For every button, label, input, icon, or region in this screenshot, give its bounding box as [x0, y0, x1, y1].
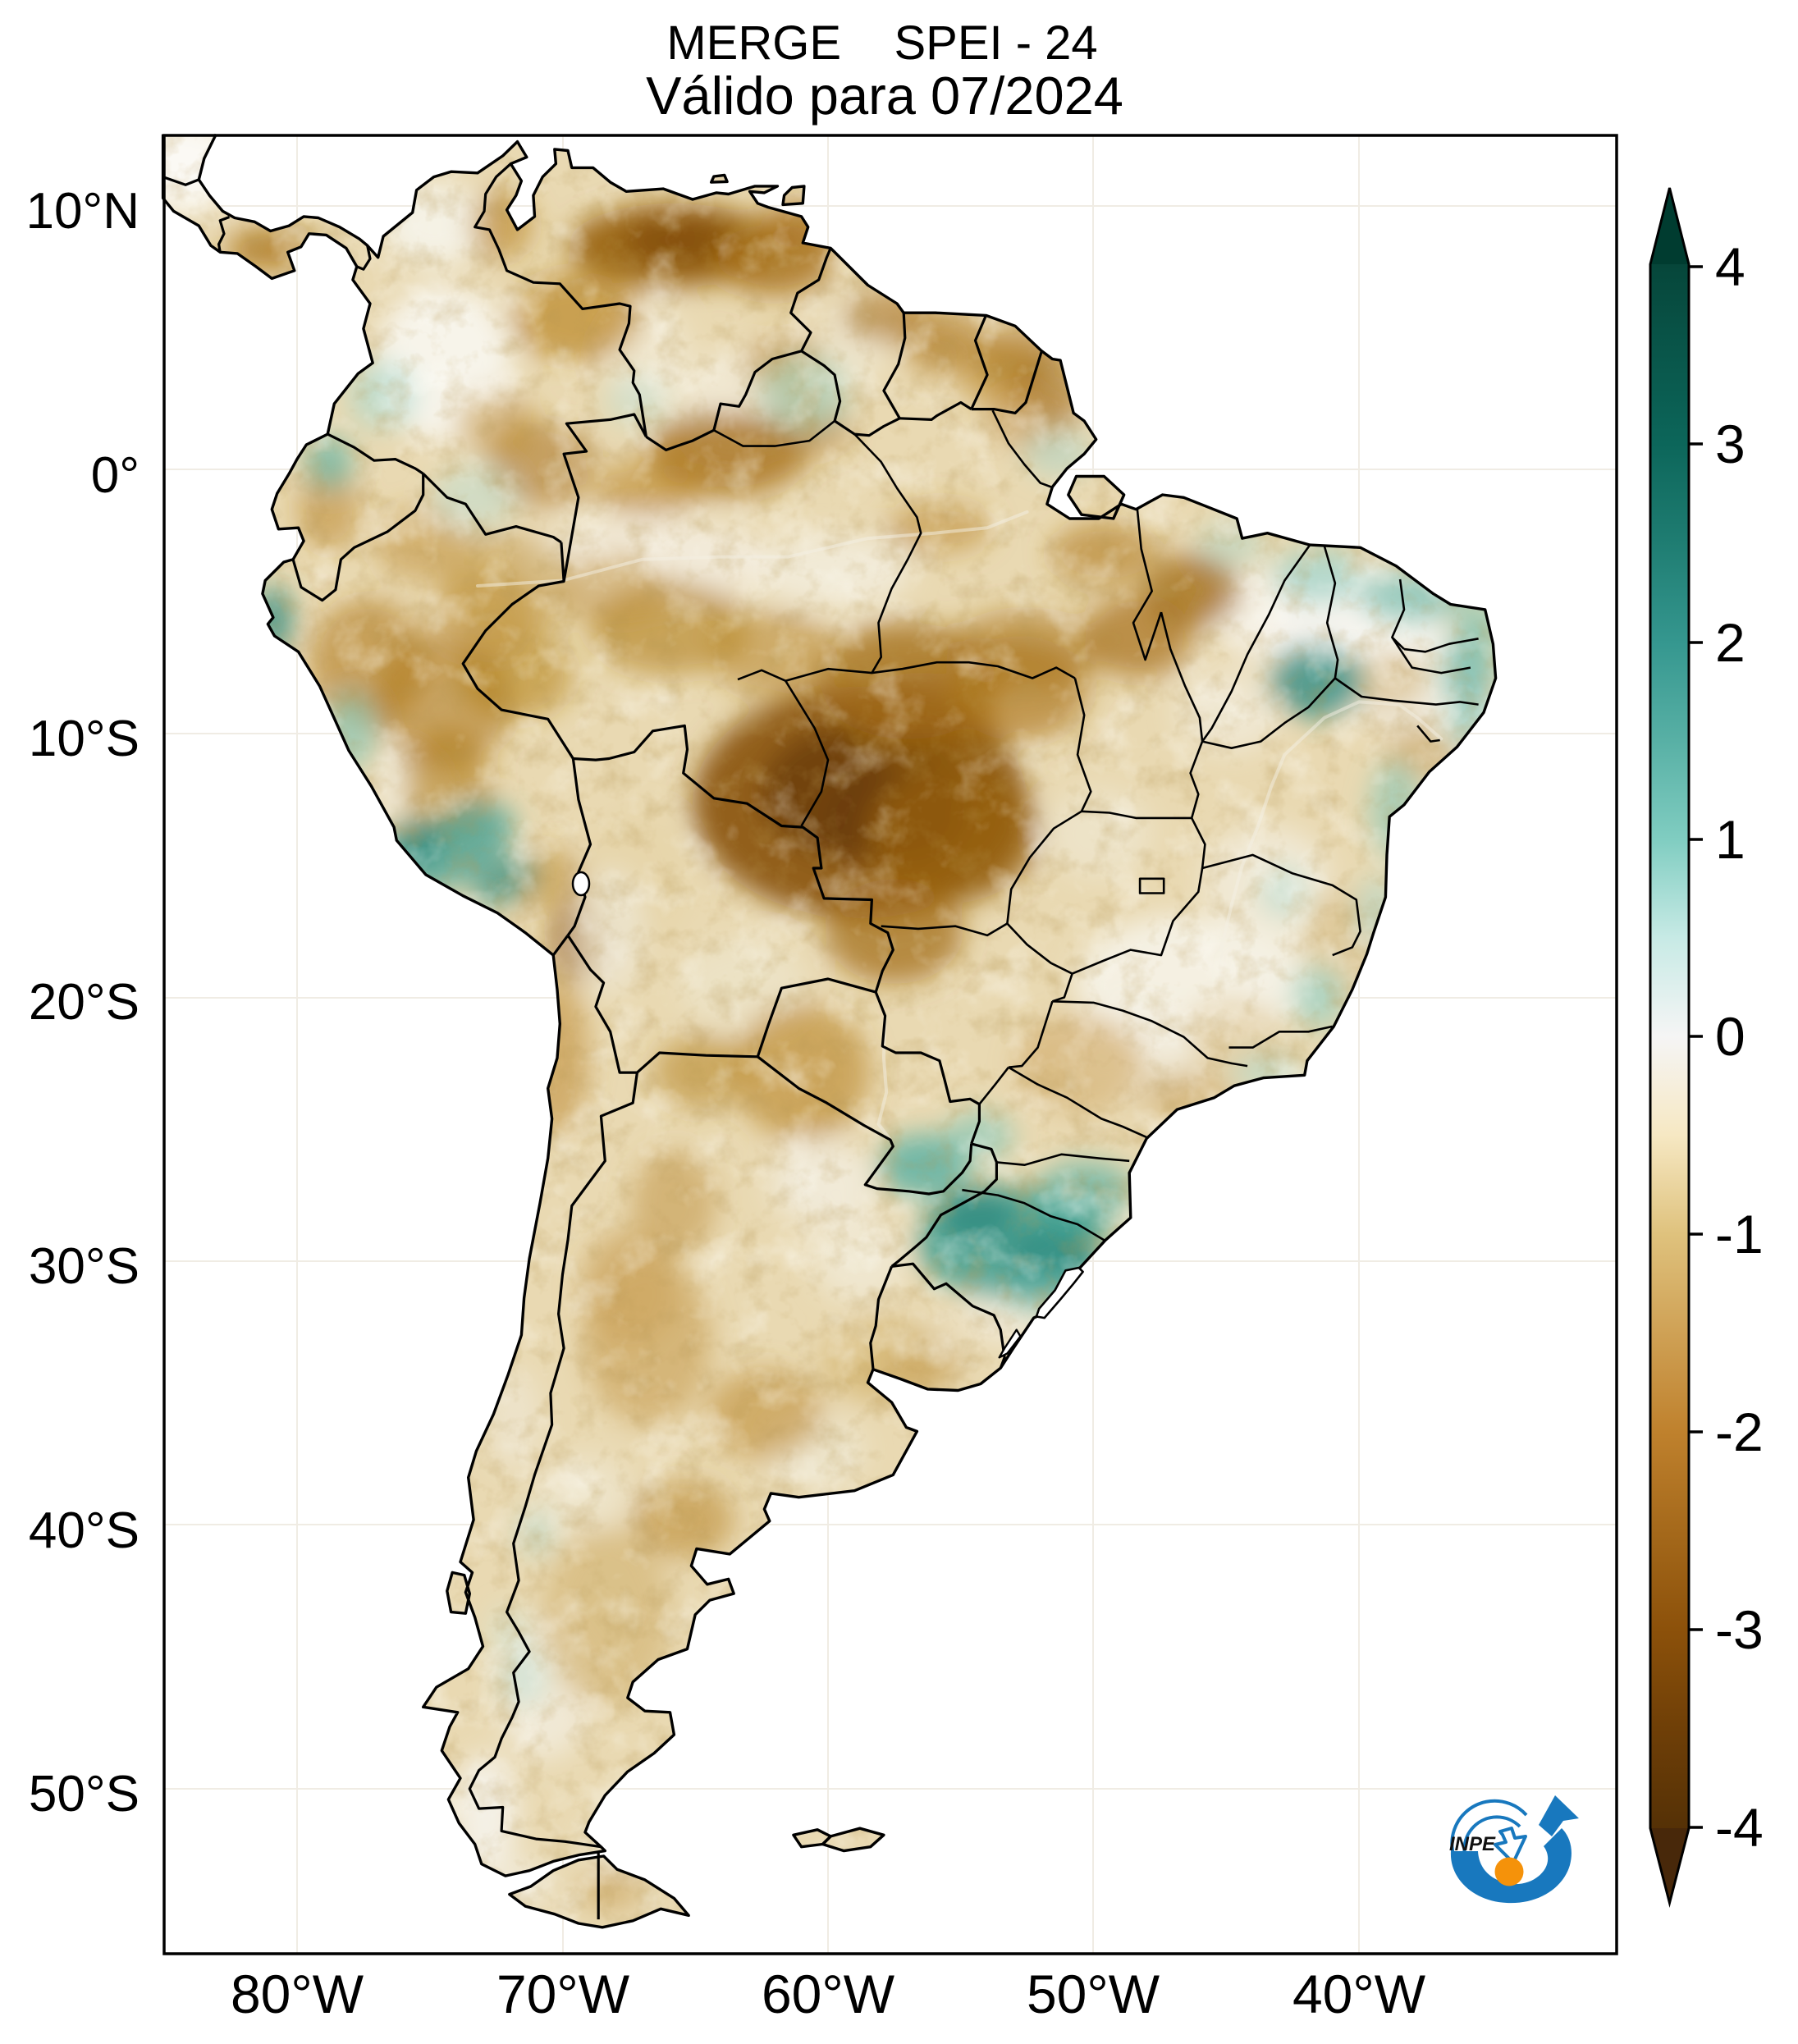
svg-text:2: 2 — [1715, 612, 1745, 673]
svg-text:3: 3 — [1715, 414, 1745, 474]
svg-text:70°W: 70°W — [496, 1964, 630, 2024]
svg-text:50°S: 50°S — [29, 1766, 140, 1822]
svg-text:-2: -2 — [1715, 1402, 1764, 1462]
svg-text:30°S: 30°S — [29, 1238, 140, 1295]
svg-text:4: 4 — [1715, 236, 1745, 297]
svg-text:20°S: 20°S — [29, 974, 140, 1031]
svg-text:Válido para 07/2024: Válido para 07/2024 — [646, 66, 1123, 126]
svg-text:50°W: 50°W — [1027, 1964, 1160, 2024]
svg-text:80°W: 80°W — [231, 1964, 364, 2024]
svg-text:MERGE SPEI - 24: MERGE SPEI - 24 — [666, 16, 1097, 70]
svg-text:10°N: 10°N — [25, 183, 140, 240]
svg-text:0°: 0° — [91, 447, 140, 504]
svg-text:-1: -1 — [1715, 1204, 1764, 1264]
svg-text:40°S: 40°S — [29, 1502, 140, 1559]
svg-text:-3: -3 — [1715, 1599, 1764, 1660]
svg-text:40°W: 40°W — [1292, 1964, 1426, 2024]
svg-text:0: 0 — [1715, 1006, 1745, 1067]
svg-text:-4: -4 — [1715, 1797, 1764, 1858]
svg-text:INPE: INPE — [1449, 1833, 1496, 1855]
svg-text:1: 1 — [1715, 809, 1745, 870]
svg-text:60°W: 60°W — [762, 1964, 895, 2024]
svg-text:10°S: 10°S — [29, 711, 140, 767]
